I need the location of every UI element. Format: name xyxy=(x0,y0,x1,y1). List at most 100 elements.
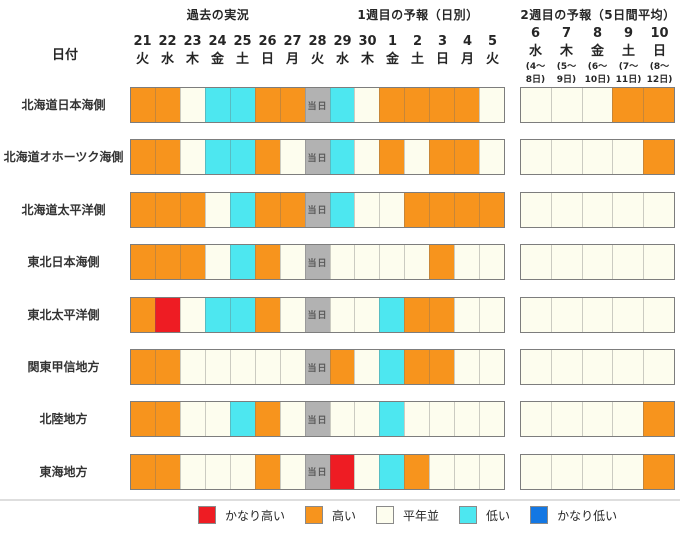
temp-category-cell xyxy=(454,350,480,384)
column-date: 22 xyxy=(158,34,177,49)
column-weekday: 日 xyxy=(435,52,449,67)
column-range: 12日) xyxy=(646,75,673,85)
temp-category-cell xyxy=(379,350,405,384)
temp-category-cell xyxy=(179,88,205,122)
temp-category-cell xyxy=(131,297,155,332)
temp-category-cell xyxy=(254,297,280,332)
temp-category-cell xyxy=(354,402,380,437)
weekly-cells-block xyxy=(520,244,675,281)
daily-column-header: 26 日 xyxy=(255,33,280,69)
column-weekday: 水 xyxy=(528,44,542,59)
temp-category-cell xyxy=(204,192,230,227)
weekly-cells-block xyxy=(520,349,675,385)
column-range: 10日) xyxy=(584,75,611,85)
temp-category-cell xyxy=(229,245,255,280)
column-weekday: 土 xyxy=(235,52,249,67)
legend-swatch xyxy=(530,506,549,524)
temp-category-cell xyxy=(550,454,582,489)
column-range: (4～ xyxy=(525,62,546,72)
legend-label: 高い xyxy=(332,508,357,523)
weekly-cells-block xyxy=(520,87,675,123)
temp-category-cell xyxy=(429,245,455,280)
temp-category-cell xyxy=(329,297,355,332)
column-weekday: 土 xyxy=(410,52,424,67)
temp-category-cell xyxy=(521,192,551,227)
temp-category-cell xyxy=(204,297,230,332)
temp-category-cell xyxy=(429,454,455,489)
today-cell: 当日 xyxy=(304,454,330,489)
temp-category-cell xyxy=(479,245,505,280)
column-weekday: 木 xyxy=(185,52,199,67)
column-range: (6～ xyxy=(587,62,608,72)
temp-category-cell xyxy=(454,402,480,437)
column-weekday: 火 xyxy=(485,52,499,67)
column-date: 4 xyxy=(462,34,473,49)
temp-category-cell xyxy=(379,88,405,122)
column-weekday: 日 xyxy=(652,44,666,59)
today-cell: 当日 xyxy=(304,402,330,437)
section-title-week2: 2週目の予報（5日間平均） xyxy=(520,8,676,22)
today-cell: 当日 xyxy=(304,350,330,384)
temp-category-cell xyxy=(329,192,355,227)
weekly-column-header: 6 水 (4～ 8日) xyxy=(520,25,551,87)
weekly-cells-block xyxy=(520,191,675,228)
column-date: 24 xyxy=(208,34,227,49)
weekly-cells-block xyxy=(520,296,675,333)
temp-category-cell xyxy=(521,297,551,332)
temp-category-cell xyxy=(521,245,551,280)
legend-item: 高い xyxy=(305,506,356,524)
column-weekday: 火 xyxy=(310,52,324,67)
section-title-week1: 1週目の予報（日別） xyxy=(357,8,479,22)
region-label: 北海道オホーツク海側 xyxy=(3,150,124,165)
temp-category-cell xyxy=(131,88,155,122)
temp-category-cell xyxy=(581,454,613,489)
daily-column-header: 29 水 xyxy=(330,33,355,69)
weekly-column-header: 10 日 (8～ 12日) xyxy=(644,25,675,87)
today-label: 当日 xyxy=(307,415,328,426)
column-weekday: 火 xyxy=(135,52,149,67)
today-label: 当日 xyxy=(307,153,328,164)
daily-column-header: 28 火 xyxy=(305,33,330,69)
weekly-cells-block xyxy=(520,401,675,438)
temp-category-cell xyxy=(612,140,644,175)
temp-category-cell xyxy=(521,140,551,175)
temp-category-cell xyxy=(404,402,430,437)
temp-category-cell xyxy=(612,454,644,489)
temp-category-cell xyxy=(521,454,551,489)
temp-category-cell xyxy=(329,88,355,122)
temp-category-cell xyxy=(229,350,255,384)
temp-category-cell xyxy=(454,297,480,332)
temp-category-cell xyxy=(479,402,505,437)
temp-category-cell xyxy=(379,245,405,280)
column-date: 3 xyxy=(437,34,448,49)
today-label: 当日 xyxy=(307,206,328,217)
daily-column-header: 23 木 xyxy=(180,33,205,69)
temp-category-cell xyxy=(329,350,355,384)
temp-category-cell xyxy=(179,402,205,437)
temp-category-cell xyxy=(279,192,305,227)
temp-category-cell xyxy=(204,88,230,122)
column-date: 1 xyxy=(387,34,398,49)
temp-category-cell xyxy=(612,192,644,227)
column-weekday: 木 xyxy=(559,44,573,59)
temp-category-cell xyxy=(131,192,155,227)
temp-category-cell xyxy=(643,88,674,122)
today-cell: 当日 xyxy=(304,245,330,280)
column-date: 6 xyxy=(530,26,541,41)
today-label: 当日 xyxy=(307,363,328,374)
temp-category-cell xyxy=(612,350,644,384)
legend-label: かなり高い xyxy=(225,508,286,523)
temp-category-cell xyxy=(279,245,305,280)
weekly-column-header: 8 金 (6～ 10日) xyxy=(582,25,613,87)
temp-category-cell xyxy=(329,402,355,437)
column-range: 8日) xyxy=(525,75,546,85)
temp-category-cell xyxy=(254,88,280,122)
column-date: 26 xyxy=(258,34,277,49)
temp-category-cell xyxy=(204,140,230,175)
temp-category-cell xyxy=(254,245,280,280)
column-weekday: 金 xyxy=(210,52,224,67)
temp-category-cell xyxy=(550,192,582,227)
column-date: 8 xyxy=(592,26,603,41)
